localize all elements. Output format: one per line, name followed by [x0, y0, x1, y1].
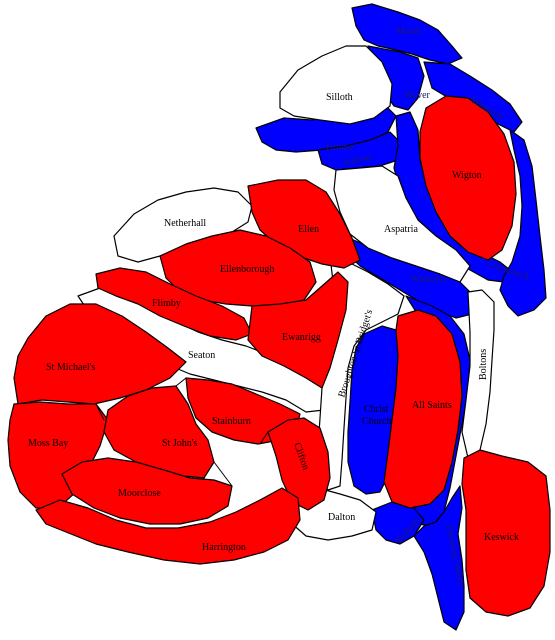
ward-flimby[interactable] — [95, 267, 253, 341]
label-harrington: Harrington — [202, 542, 246, 553]
label-dalton: Dalton — [328, 512, 355, 523]
label-waver: Waver — [404, 90, 431, 101]
ward-st-michaels[interactable] — [13, 303, 187, 405]
ward-ellen[interactable] — [247, 179, 361, 269]
label-ewanrigg: Ewanrigg — [282, 332, 321, 343]
label-flimby: Flimby — [152, 298, 181, 309]
label-aspatria: Aspatria — [384, 224, 418, 235]
label-keswick: Keswick — [484, 532, 519, 543]
label-moss-bay: Moss Bay — [28, 438, 68, 449]
label-boltons: Boltons — [478, 349, 489, 380]
label-holme: Holme — [326, 142, 354, 153]
ward-wigton[interactable] — [419, 95, 517, 261]
label-ellen: Ellen — [298, 224, 319, 235]
label-christ-church-1: Christ — [364, 404, 389, 415]
label-wharrels: Wharrels — [410, 274, 447, 285]
ward-crummock[interactable] — [499, 129, 547, 317]
ward-ewanrigg[interactable] — [247, 271, 349, 389]
boundary-line — [95, 377, 269, 487]
ward-keswick[interactable] — [461, 449, 551, 617]
label-marsh: Marsh — [396, 26, 422, 37]
ward-harrington[interactable] — [35, 487, 301, 565]
label-stainburn: Stainburn — [212, 416, 251, 427]
ward-clifton[interactable] — [267, 417, 331, 511]
ward-moorclose[interactable] — [61, 457, 233, 525]
label-christ-church-2: Church — [362, 416, 391, 427]
label-seaton: Seaton — [188, 350, 215, 361]
label-netherhall: Netherhall — [164, 218, 206, 229]
ward-netherhall[interactable] — [113, 187, 253, 263]
ward-silloth[interactable] — [279, 45, 393, 125]
label-silloth: Silloth — [326, 92, 353, 103]
ward-all-saints[interactable] — [383, 309, 463, 509]
label-wigton: Wigton — [452, 170, 482, 181]
label-ellenborough: Ellenborough — [220, 264, 274, 275]
label-all-saints: All Saints — [412, 400, 452, 411]
ward-bothel[interactable] — [461, 289, 495, 459]
ward-derwent-valley[interactable] — [413, 485, 465, 631]
label-st-johns: St John's — [162, 438, 198, 449]
label-st-michaels: St Michael's — [46, 362, 95, 373]
label-moorclose: Moorclose — [118, 488, 161, 499]
